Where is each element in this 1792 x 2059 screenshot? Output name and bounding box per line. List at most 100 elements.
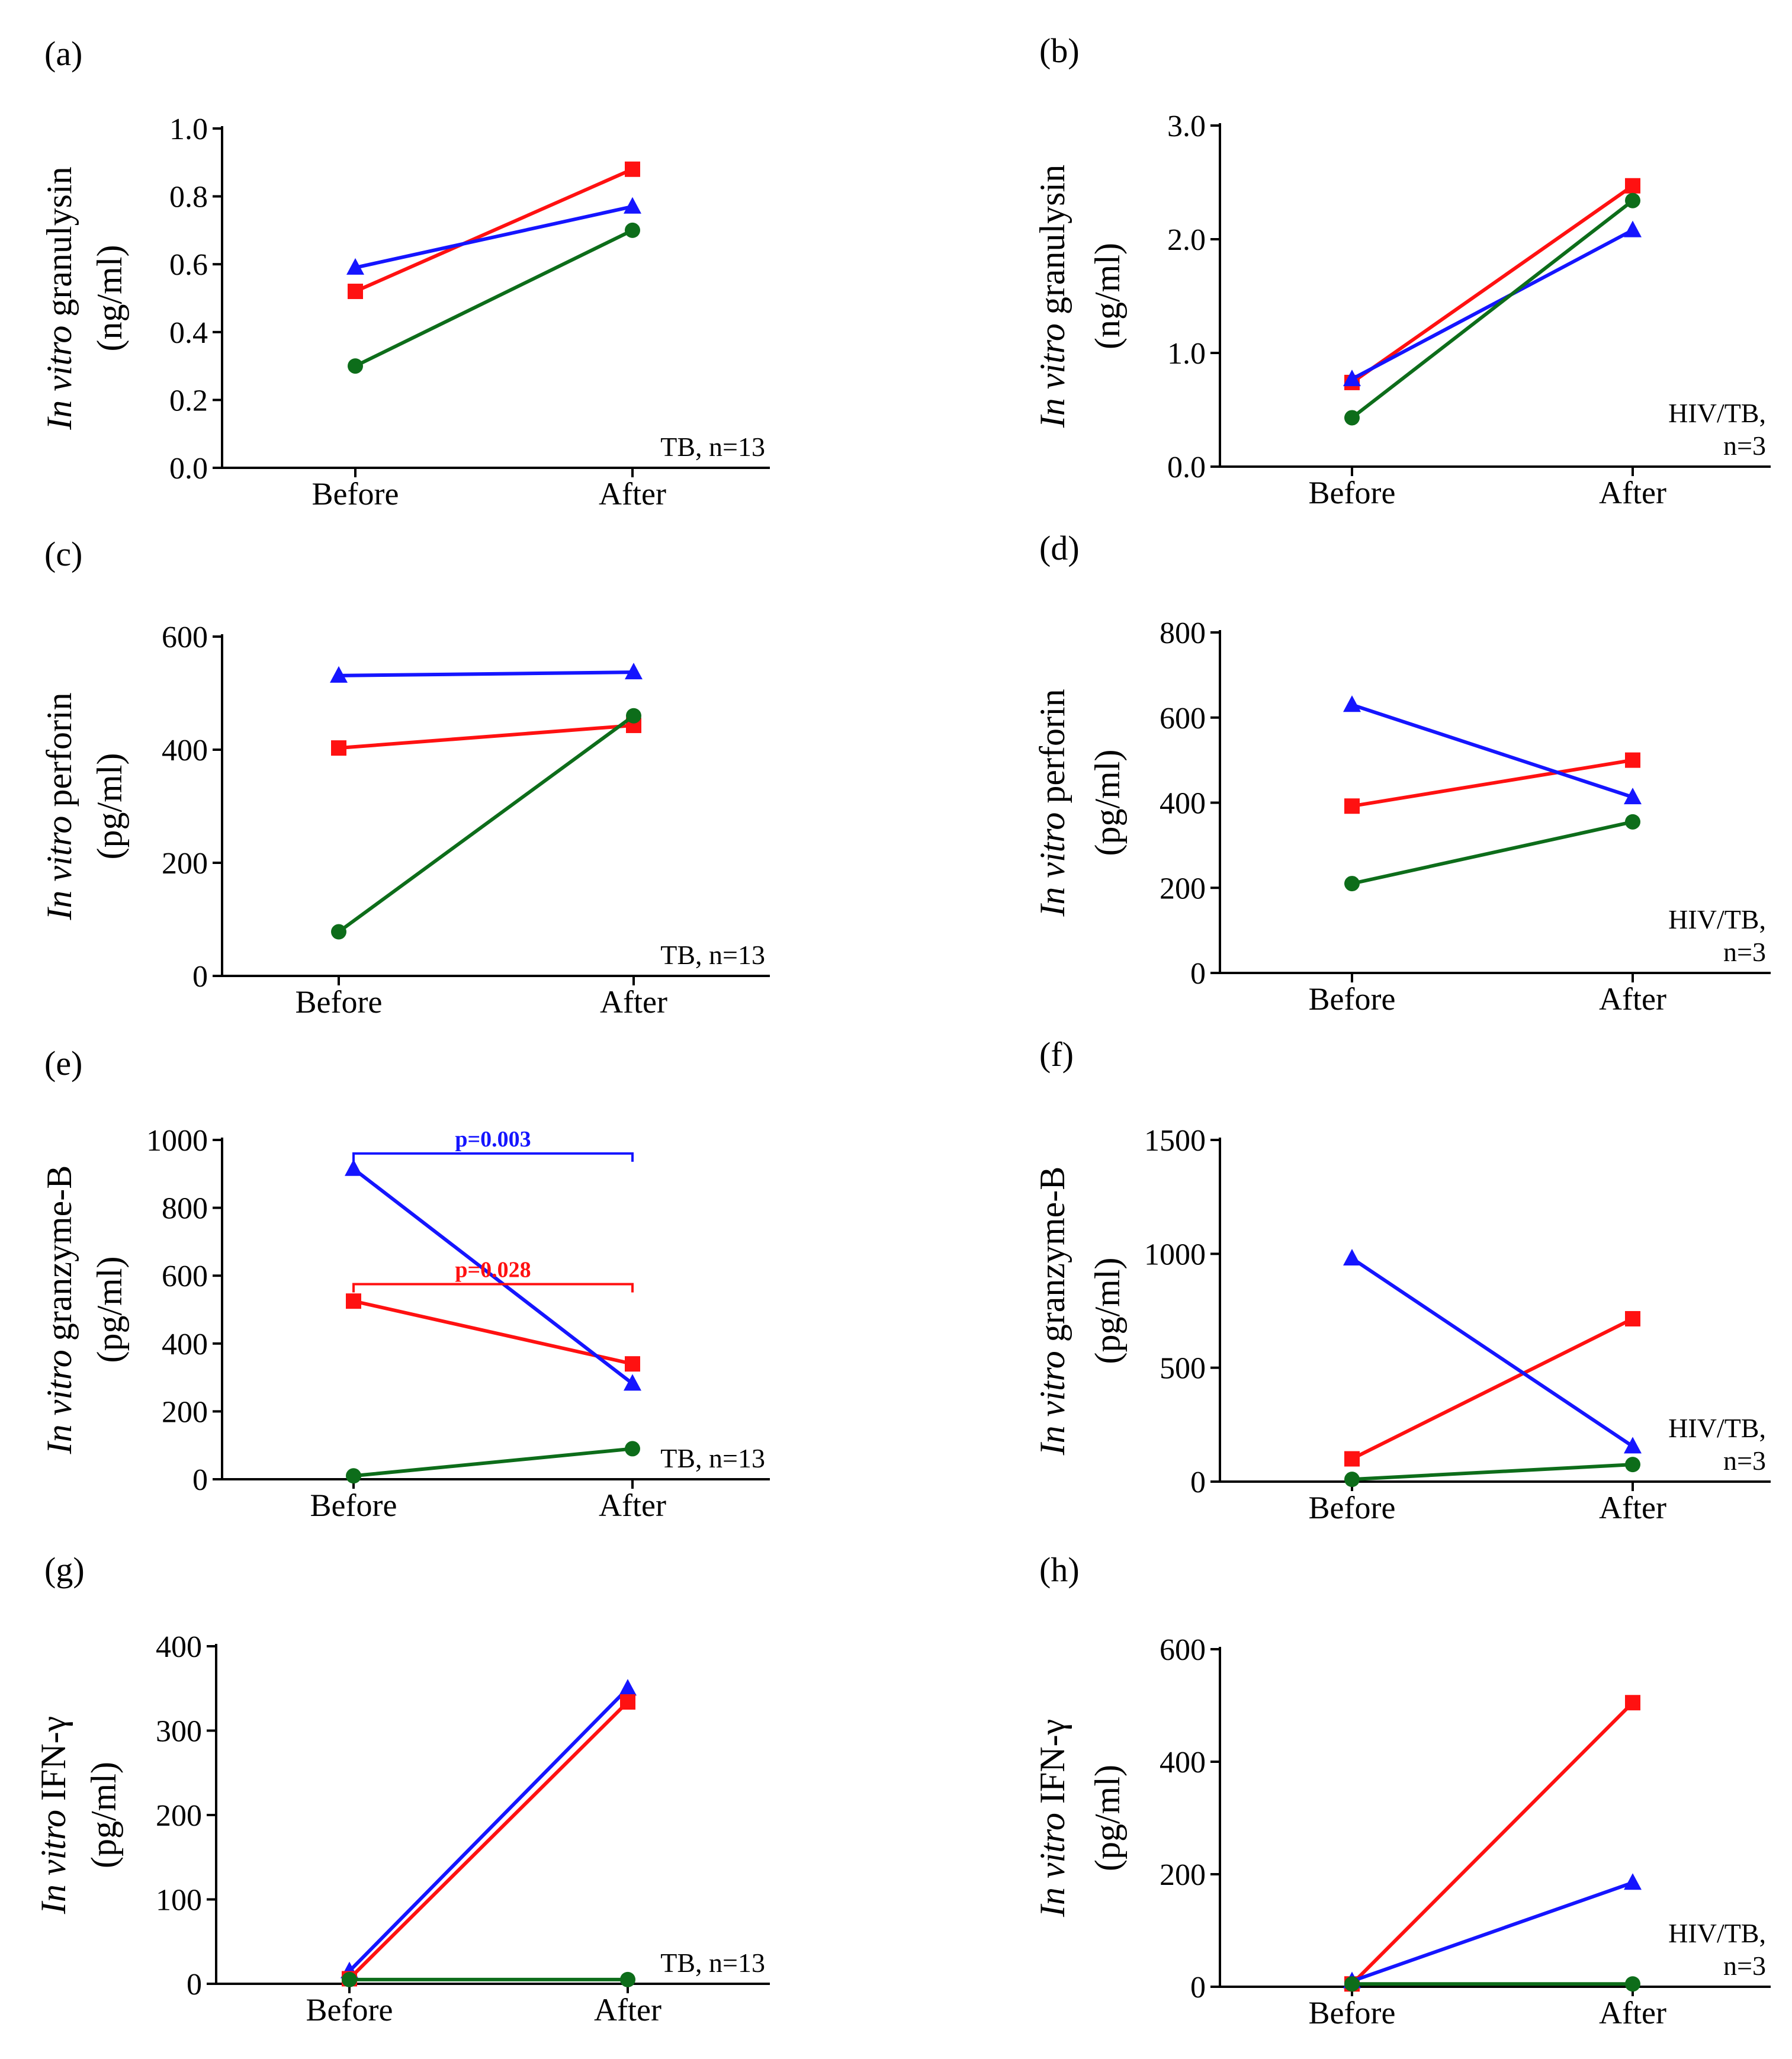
x-tick-label: After: [600, 984, 667, 1020]
y-tick-label: 500: [1160, 1352, 1206, 1386]
y-tick-label: 3.0: [1167, 110, 1206, 143]
data-point-blue-after: [624, 1374, 641, 1391]
x-tick-label: Before: [306, 1992, 393, 2028]
series-line-red: [1350, 1701, 1634, 1986]
p-value-label-red: p=0.028: [455, 1258, 531, 1283]
data-point-red-before: [346, 1293, 361, 1309]
x-tick-label: Before: [310, 1488, 397, 1523]
series-line-blue: [355, 204, 633, 269]
y-axis-label-measure: IFN-γ: [34, 1716, 73, 1810]
y-tick-label: 200: [156, 1799, 202, 1833]
y-axis-unit: (pg/ml): [84, 1762, 123, 1868]
x-tick-label: After: [1599, 1490, 1666, 1525]
series-line-blue: [338, 670, 634, 677]
y-tick-label: 0: [1190, 957, 1206, 991]
series-line-red: [1351, 1317, 1634, 1461]
series-line-red: [1351, 758, 1633, 808]
series-line-red: [1351, 184, 1634, 384]
data-point-green-after: [626, 708, 641, 724]
x-tick-label: After: [1599, 475, 1666, 510]
data-point-green-after: [1625, 1976, 1640, 1992]
y-axis-label-measure: granulysin: [1033, 165, 1072, 323]
data-point-red-after: [625, 1356, 640, 1372]
x-tick-label: After: [599, 1488, 666, 1523]
group-label: n=3: [1723, 1446, 1766, 1476]
y-tick-label: 0: [192, 960, 208, 994]
y-tick-label: 0: [1190, 1466, 1206, 1499]
data-point-blue-after: [625, 663, 643, 680]
data-point-blue-after: [1624, 1437, 1642, 1454]
y-tick-label: 0.4: [169, 316, 208, 350]
y-axis-label-measure: perforin: [40, 692, 79, 815]
y-axis-label-italic: In vitro: [1033, 1813, 1072, 1917]
y-axis-unit: (pg/ml): [90, 753, 129, 860]
y-axis-label: In vitro IFN-γ: [1033, 1719, 1072, 1917]
data-point-green-after: [625, 222, 640, 238]
series-line-red: [354, 168, 634, 293]
x-tick-label: After: [1599, 1995, 1666, 2031]
y-tick-label: 0.0: [169, 452, 208, 486]
series-line-green: [1351, 1463, 1633, 1482]
y-tick-label: 200: [1160, 872, 1206, 905]
y-tick-label: 800: [1160, 616, 1206, 650]
y-tick-label: 1.0: [169, 113, 208, 146]
data-point-green-before: [346, 1468, 361, 1484]
p-value-label-blue: p=0.003: [455, 1127, 531, 1152]
y-tick-label: 1000: [1144, 1238, 1206, 1271]
data-point-green-after: [1625, 192, 1640, 208]
y-tick-label: 100: [156, 1884, 202, 1917]
series-line-green: [354, 229, 634, 368]
data-point-green-after: [625, 1441, 640, 1457]
y-tick-label: 0: [192, 1463, 208, 1497]
y-axis-label: In vitro IFN-γ: [34, 1716, 73, 1915]
y-tick-label: 400: [1160, 787, 1206, 821]
x-tick-label: Before: [1309, 981, 1396, 1017]
data-point-green-after: [1625, 814, 1640, 830]
panel-label: (d): [1039, 529, 1080, 567]
y-tick-label: 1.0: [1167, 337, 1206, 371]
series-line-green: [1351, 199, 1634, 419]
group-label: n=3: [1723, 1951, 1766, 1981]
y-axis-label-italic: In vitro: [40, 1350, 79, 1454]
group-label: HIV/TB,: [1668, 398, 1766, 428]
y-axis-label: In vitro granzyme-B: [1033, 1167, 1072, 1456]
x-tick-label: Before: [1309, 1995, 1396, 2031]
x-tick-label: Before: [1309, 1490, 1396, 1525]
data-point-blue-before: [1343, 1249, 1361, 1266]
y-axis-label-italic: In vitro: [1033, 812, 1072, 917]
y-tick-label: 800: [162, 1192, 208, 1226]
y-axis-unit: (pg/ml): [1088, 1765, 1127, 1871]
y-tick-label: 600: [162, 621, 208, 654]
group-label: HIV/TB,: [1668, 904, 1766, 934]
series-line-blue: [1351, 228, 1634, 381]
panel-label: (g): [44, 1550, 85, 1589]
series-line-blue: [352, 1167, 634, 1385]
data-point-red-after: [625, 161, 640, 177]
data-point-blue-before: [330, 666, 348, 683]
data-point-red-after: [1625, 1310, 1640, 1326]
data-point-blue-before: [346, 258, 364, 275]
data-point-blue-after: [1624, 220, 1642, 237]
chart-panel: (c) In vitro perforin (pg/ml) 0 200 400 600 Bef…: [40, 535, 770, 1020]
series-line-red: [338, 723, 634, 750]
panel-label: (h): [1039, 1550, 1080, 1589]
y-tick-label: 0: [1190, 1971, 1206, 2005]
y-tick-label: 2.0: [1167, 223, 1206, 257]
data-point-blue-before: [1343, 695, 1361, 712]
data-point-red-before: [348, 284, 363, 300]
y-tick-label: 400: [1160, 1746, 1206, 1779]
data-point-red-before: [1344, 1451, 1360, 1467]
data-point-blue-after: [1624, 788, 1642, 805]
y-tick-label: 400: [162, 1328, 208, 1361]
chart-panel: (f) In vitro granzyme-B (pg/ml) 0 500 1000 150…: [1033, 1035, 1771, 1525]
group-label: TB, n=13: [660, 940, 765, 970]
y-tick-label: 200: [162, 847, 208, 881]
series-line-blue: [1351, 703, 1633, 799]
x-tick-label: Before: [312, 476, 399, 512]
y-axis-label-italic: In vitro: [34, 1810, 73, 1915]
y-axis-label: In vitro perforin: [40, 692, 79, 920]
group-label: HIV/TB,: [1668, 1413, 1766, 1443]
y-tick-label: 0.0: [1167, 451, 1206, 484]
y-tick-label: 1000: [146, 1124, 208, 1158]
